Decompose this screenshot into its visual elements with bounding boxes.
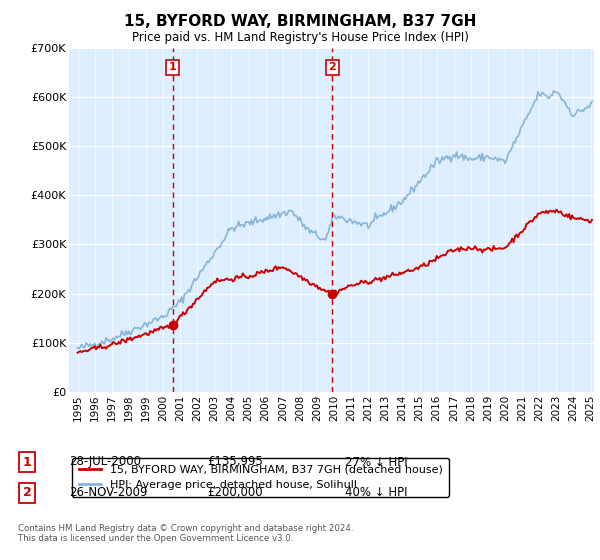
Text: Contains HM Land Registry data © Crown copyright and database right 2024.
This d: Contains HM Land Registry data © Crown c…	[18, 524, 353, 543]
Text: £200,000: £200,000	[207, 486, 263, 500]
Text: 28-JUL-2000: 28-JUL-2000	[69, 455, 141, 469]
Legend: 15, BYFORD WAY, BIRMINGHAM, B37 7GH (detached house), HPI: Average price, detach: 15, BYFORD WAY, BIRMINGHAM, B37 7GH (det…	[72, 458, 449, 497]
Text: Price paid vs. HM Land Registry's House Price Index (HPI): Price paid vs. HM Land Registry's House …	[131, 31, 469, 44]
Text: 27% ↓ HPI: 27% ↓ HPI	[345, 455, 407, 469]
Text: 2: 2	[328, 62, 336, 72]
Text: 26-NOV-2009: 26-NOV-2009	[69, 486, 148, 500]
Text: 40% ↓ HPI: 40% ↓ HPI	[345, 486, 407, 500]
Text: 1: 1	[23, 455, 31, 469]
Text: 15, BYFORD WAY, BIRMINGHAM, B37 7GH: 15, BYFORD WAY, BIRMINGHAM, B37 7GH	[124, 14, 476, 29]
Text: £135,995: £135,995	[207, 455, 263, 469]
Text: 1: 1	[169, 62, 176, 72]
Text: 2: 2	[23, 486, 31, 500]
